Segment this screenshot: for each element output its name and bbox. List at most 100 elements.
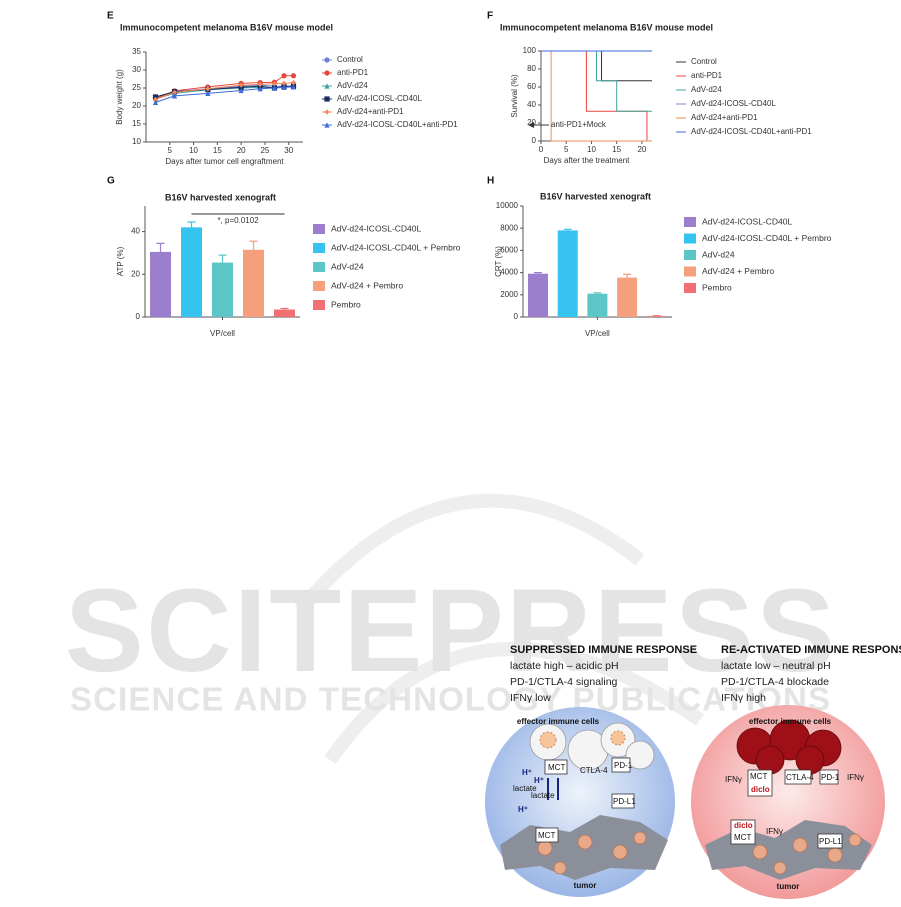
legend-label: AdV-d24: [691, 85, 722, 94]
diagram-label: IFNγ: [847, 773, 864, 782]
legend-label: AdV-d24: [331, 261, 364, 271]
point: [257, 81, 263, 87]
diagram-label: PD-L1: [819, 837, 842, 846]
diagram-label: PD-1: [821, 773, 840, 782]
diagram-line: IFNγ high: [721, 692, 766, 704]
y-tick-label: 20: [132, 101, 141, 110]
legend-label: AdV-d24: [702, 249, 735, 259]
error-bar: [187, 221, 196, 228]
y-axis-label: ATP (%): [116, 246, 125, 276]
legend-label: Control: [691, 57, 717, 66]
x-tick-label: 25: [260, 146, 269, 155]
point: [205, 90, 211, 96]
y-tick-label: 60: [527, 82, 536, 91]
y-tick-label: 10: [132, 137, 141, 146]
bar: [212, 262, 233, 317]
legend-marker: [324, 122, 330, 128]
x-axis-label: Days after the treatment: [544, 156, 631, 165]
y-tick-label: 4000: [500, 268, 518, 277]
bar: [617, 277, 638, 317]
chart-title: B16V harvested xenograft: [165, 192, 276, 202]
x-tick-label: 20: [237, 146, 246, 155]
y-tick-label: 10000: [496, 201, 519, 210]
x-tick-label: VP/cell: [585, 329, 610, 338]
diagram-label: effector immune cells: [749, 717, 832, 726]
bar: [181, 227, 202, 317]
legend-label: AdV-d24-ICOSL-CD40L + Pembro: [331, 242, 461, 252]
diagram-line: IFNγ low: [510, 692, 551, 704]
panel-letter: E: [107, 11, 114, 22]
panel-letter: F: [487, 11, 493, 22]
legend-label: AdV-d24: [337, 81, 368, 90]
watermark: SCITEPRESS SCIENCE AND TECHNOLOGY PUBLIC…: [65, 493, 835, 765]
legend-swatch: [684, 283, 696, 293]
y-axis-label: Survival (%): [510, 74, 519, 117]
point: [238, 82, 244, 88]
effector-nuclei: [539, 730, 626, 749]
series-line: [155, 86, 294, 103]
y-tick-label: 20: [527, 118, 536, 127]
point: [281, 80, 287, 86]
annotation: anti-PD1+Mock: [551, 120, 607, 129]
legend-label: AdV-d24+anti-PD1: [337, 107, 404, 116]
x-tick-label: 5: [564, 145, 569, 154]
legend-label: anti-PD1: [691, 71, 723, 80]
error-bar: [156, 242, 165, 252]
annotation: *, p=0.0102: [218, 216, 260, 225]
bar: [274, 309, 295, 317]
x-tick-label: 0: [539, 145, 544, 154]
diagram: SUPPRESSED IMMUNE RESPONSE lactate high –…: [485, 644, 901, 899]
legend-swatch: [313, 300, 325, 310]
y-tick-label: 6000: [500, 246, 518, 255]
point: [152, 99, 159, 105]
diagram-heading: SUPPRESSED IMMUNE RESPONSE: [510, 644, 697, 656]
legend-swatch: [313, 224, 325, 234]
diagram-label: MCT: [548, 763, 565, 772]
point: [271, 81, 278, 87]
legend-marker: [324, 57, 330, 63]
diagram-label: IFNγ: [766, 827, 783, 836]
y-tick-label: 20: [131, 269, 140, 278]
legend-label: anti-PD1: [337, 68, 369, 77]
diagram-label: MCT: [734, 833, 751, 842]
y-tick-label: 40: [527, 100, 536, 109]
series-line: [541, 50, 652, 142]
legend-label: Control: [337, 55, 363, 64]
error-bar: [249, 240, 258, 250]
legend-swatch: [313, 281, 325, 291]
y-tick-label: 2000: [500, 290, 518, 299]
error-bar: [534, 272, 542, 274]
diagram-line: lactate high – acidic pH: [510, 660, 619, 672]
point: [281, 73, 287, 79]
bar: [557, 230, 578, 317]
bar: [587, 293, 608, 317]
x-tick-label: 15: [213, 146, 222, 155]
point: [238, 87, 244, 94]
point: [281, 84, 287, 90]
error-bar: [623, 273, 632, 278]
point: [205, 86, 211, 92]
watermark-subtitle: SCIENCE AND TECHNOLOGY PUBLICATIONS: [70, 681, 830, 718]
diagram-label: lactate: [513, 784, 537, 793]
legend-swatch: [684, 233, 696, 244]
y-tick-label: 25: [132, 83, 141, 92]
legend-label: AdV-d24-ICOSL-CD40L: [331, 223, 422, 233]
bar: [646, 316, 667, 317]
y-tick-label: 15: [132, 119, 141, 128]
y-tick-label: 35: [132, 47, 141, 56]
legend-label: AdV-d24 + Pembro: [702, 266, 774, 276]
error-bar: [218, 254, 227, 263]
diagram-label: IFNγ: [725, 775, 742, 784]
y-tick-label: 0: [136, 312, 141, 321]
chart-title: Immunocompetent melanoma B16V mouse mode…: [120, 22, 333, 32]
legend-label: AdV-d24-ICOSL-CD40L+anti-PD1: [691, 127, 812, 136]
diagram-label: lactate: [531, 791, 555, 800]
panel-letter: H: [487, 176, 494, 187]
diagram-label: PD-1: [614, 761, 633, 770]
legend-marker: [324, 96, 330, 102]
x-tick-label: 10: [587, 145, 596, 154]
legend-swatch: [313, 262, 325, 272]
y-tick-label: 8000: [500, 223, 518, 232]
legend-marker: [324, 109, 330, 115]
x-tick-label: 15: [612, 145, 621, 154]
